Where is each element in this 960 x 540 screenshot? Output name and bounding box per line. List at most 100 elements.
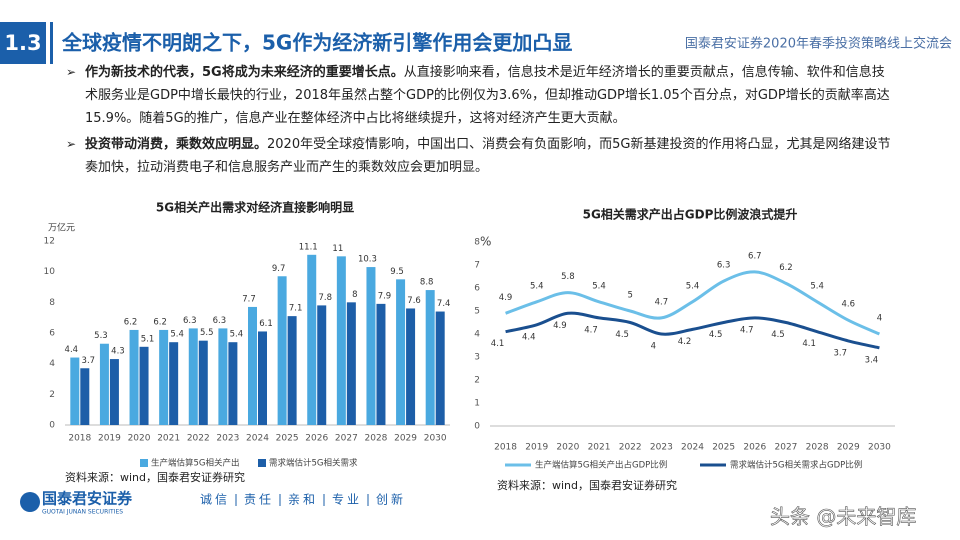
bar: [396, 279, 406, 425]
slogan-word: 专业: [332, 492, 362, 507]
data-label: 5.4: [170, 330, 184, 340]
section-bar: [50, 22, 53, 64]
data-label: 4: [651, 342, 656, 352]
data-label: 4.5: [709, 330, 723, 340]
legend-label: 生产端估算5G相关产出占GDP比例: [535, 460, 667, 471]
y-tick-label: 6: [474, 284, 480, 294]
bar: [198, 340, 208, 425]
x-tick-label: 2023: [216, 434, 239, 444]
data-label: 8: [352, 290, 357, 300]
bar: [336, 256, 346, 425]
data-label: 4.7: [655, 297, 669, 307]
data-label: 6.2: [779, 263, 793, 273]
x-tick-label: 2023: [650, 443, 673, 453]
bar: [129, 329, 139, 425]
bar: [376, 303, 386, 425]
bullet-text: 2020年受全球疫情影响，中国出口、消费会有负面影响，而5G新基建投资的作用将凸…: [85, 137, 891, 175]
y-tick-label: 8: [49, 298, 55, 308]
bar: [109, 359, 119, 425]
y-tick-label: 3: [474, 353, 480, 363]
data-label: 6.3: [183, 316, 197, 326]
bullet-text: 从直接影响来看，信息技术是近年经济增长的重要贡献点，信息传输、软件和信息技术服务…: [85, 65, 890, 126]
y-axis-unit: 万亿元: [48, 222, 75, 234]
y-tick-label: 5: [474, 307, 480, 317]
source-note: 资料来源：wind，国泰君安证券研究: [65, 470, 245, 484]
data-label: 4.7: [740, 325, 754, 335]
bullet-arrow: ➢: [66, 65, 77, 79]
legend-label: 生产端估算5G相关产出: [151, 458, 240, 469]
bar: [139, 346, 149, 425]
x-tick-label: 2029: [837, 443, 860, 453]
y-tick-label: 2: [474, 376, 480, 386]
bar: [346, 302, 356, 425]
section-number: 1.3: [4, 31, 41, 55]
bar: [406, 308, 416, 425]
y-tick-label: 4: [474, 330, 480, 340]
data-label: 5.4: [230, 330, 244, 340]
data-label: 6.1: [259, 319, 273, 329]
data-label: 10.3: [358, 255, 377, 265]
bar: [169, 342, 179, 425]
legend-swatch: [140, 459, 148, 467]
data-label: 5.1: [141, 334, 155, 344]
bar: [188, 328, 198, 425]
data-label: 7.4: [437, 299, 451, 309]
data-label: 3.7: [834, 348, 848, 358]
data-label: 7.6: [407, 296, 421, 306]
x-tick-label: 2020: [128, 434, 151, 444]
legend-label: 需求端估计5G相关需求: [269, 458, 358, 469]
bar: [70, 357, 80, 425]
data-label: 4.4: [65, 345, 79, 355]
event-name: 国泰君安证券2020年春季投资策略线上交流会: [685, 36, 952, 52]
bar: [218, 328, 228, 425]
x-tick-label: 2028: [365, 434, 388, 444]
bullet-lead: 作为新技术的代表，5G将成为未来经济的重要增长点。: [85, 65, 404, 80]
x-tick-label: 2019: [525, 443, 548, 453]
y-tick-label: 1: [474, 399, 480, 409]
y-tick-label: 4: [49, 359, 55, 369]
x-tick-label: 2019: [98, 434, 121, 444]
data-label: 3.4: [865, 355, 879, 365]
logo-icon: [20, 492, 40, 512]
bar: [366, 267, 376, 425]
x-tick-label: 2020: [556, 443, 579, 453]
y-tick-label: 12: [44, 237, 55, 247]
bar: [287, 316, 297, 425]
slide-title: 全球疫情不明朗之下，5G作为经济新引擎作用会更加凸显: [61, 31, 572, 55]
data-label: 5.8: [561, 272, 575, 282]
x-tick-label: 2027: [335, 434, 358, 444]
bar: [317, 305, 327, 425]
source-note: 资料来源：wind，国泰君安证券研究: [497, 478, 677, 492]
y-tick-label: 7: [474, 261, 480, 271]
data-label: 5.3: [94, 331, 108, 341]
bar: [228, 342, 238, 425]
y-tick-label: 8: [474, 238, 480, 248]
line: [505, 311, 880, 350]
data-label: 4.9: [499, 293, 513, 303]
data-label: 9.7: [272, 264, 286, 274]
data-label: 4.2: [678, 337, 692, 347]
slogan-word: 责任: [244, 493, 274, 507]
x-tick-label: 2026: [305, 434, 328, 444]
chart-title: 5G相关需求产出占GDP比例波浪式提升: [583, 207, 798, 222]
bar: [425, 290, 435, 425]
data-label: 5: [627, 291, 632, 301]
data-label: 4.1: [802, 339, 816, 349]
bullet: ➢ 投资带动消费，乘数效应明显。2020年受全球疫情影响，中国出口、消费会有负面影…: [66, 133, 896, 179]
bullet: ➢ 作为新技术的代表，5G将成为未来经济的重要增长点。从直接影响来看，信息技术是近…: [66, 61, 896, 130]
watermark: 头条 @未来智库: [770, 505, 916, 529]
legend-swatch: [258, 459, 266, 467]
data-label: 5.4: [686, 281, 700, 291]
bar: [159, 329, 169, 425]
x-tick-label: 2022: [619, 443, 642, 453]
data-label: 7.1: [289, 304, 303, 314]
x-tick-label: 2021: [157, 434, 180, 444]
data-label: 4.1: [491, 339, 505, 349]
y-tick-label: 10: [44, 267, 56, 277]
data-label: 5.4: [530, 281, 544, 291]
x-tick-label: 2018: [68, 434, 91, 444]
slogan-word: 亲和: [288, 493, 318, 507]
y-tick-label: 0: [474, 422, 480, 432]
data-label: 8.8: [420, 278, 434, 288]
legend-label: 需求端估计5G相关需求占GDP比例: [730, 460, 862, 471]
